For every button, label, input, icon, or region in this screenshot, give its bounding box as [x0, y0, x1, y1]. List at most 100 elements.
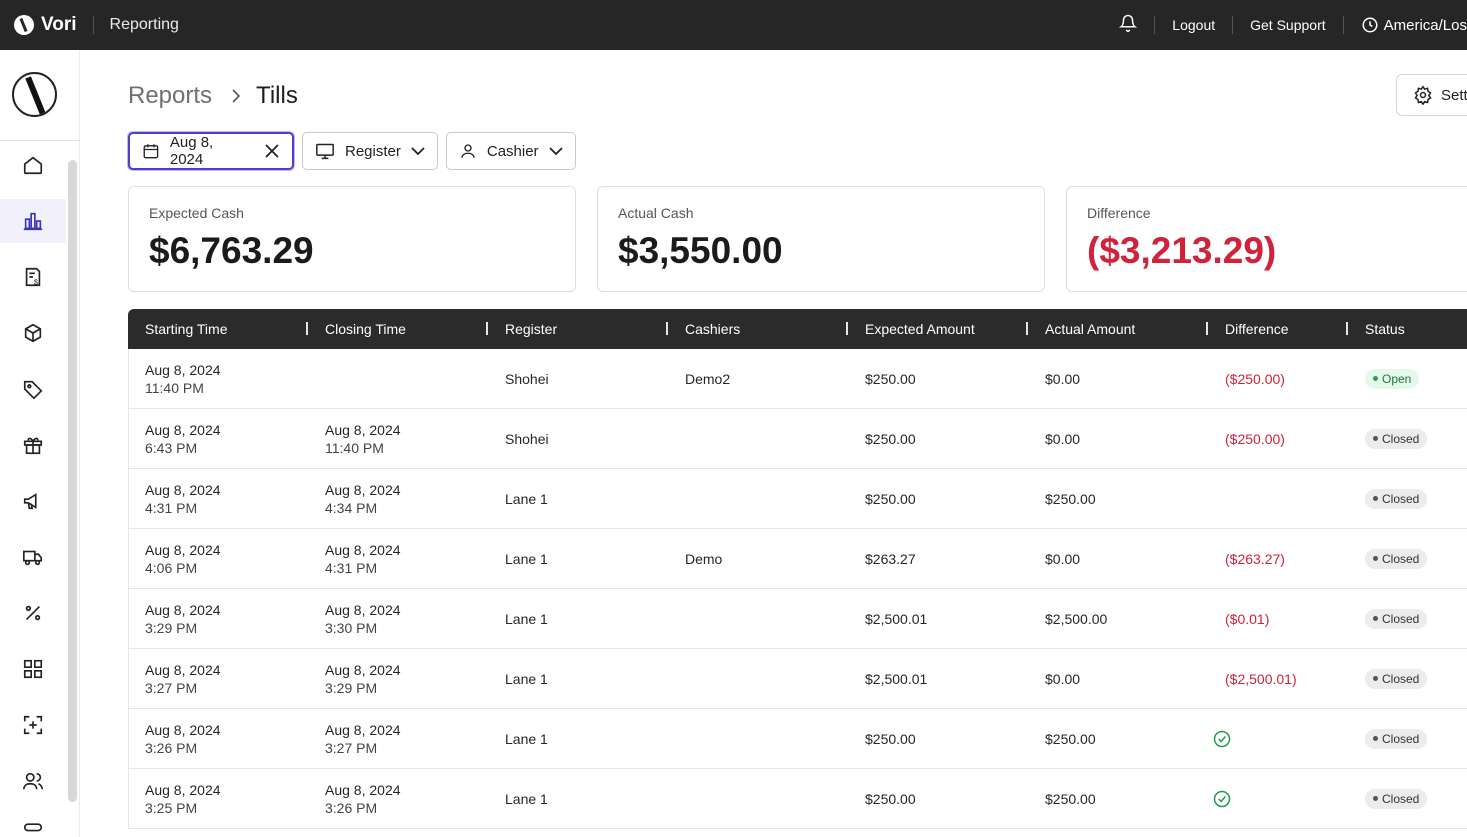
header-starting-time[interactable]: Starting Time: [128, 309, 308, 349]
start-date: Aug 8, 2024: [145, 542, 309, 558]
header-expected-amount[interactable]: Expected Amount: [848, 309, 1028, 349]
sidebar-item-products[interactable]: [0, 311, 66, 355]
sidebar-item-tags[interactable]: [0, 367, 66, 411]
sidebar-item-invoices[interactable]: $: [0, 255, 66, 299]
status-label: Closed: [1382, 612, 1419, 626]
cell-expected-amount: $250.00: [849, 709, 1029, 769]
status-label: Closed: [1382, 792, 1419, 806]
actual-amount-value: $250.00: [1045, 791, 1096, 807]
expected-cash-card: Expected Cash $6,763.29: [128, 186, 576, 292]
table-row[interactable]: Aug 8, 2024 3:27 PM Aug 8, 2024 3:29 PM Lane…: [128, 649, 1467, 709]
header-difference[interactable]: Difference: [1208, 309, 1348, 349]
cashier-filter[interactable]: Cashier: [446, 132, 576, 170]
cell-expected-amount: $2,500.01: [849, 589, 1029, 649]
table-row[interactable]: Aug 8, 2024 4:06 PM Aug 8, 2024 4:31 PM Lane…: [128, 529, 1467, 589]
start-time: 3:25 PM: [145, 800, 309, 816]
sidebar-item-reporting[interactable]: [0, 199, 66, 243]
cell-cashier: Demo: [669, 529, 849, 589]
box-icon: [22, 322, 44, 344]
sidebar-item-home[interactable]: [0, 143, 66, 187]
register-filter[interactable]: Register: [302, 132, 438, 170]
timezone-selector[interactable]: America/Los: [1343, 16, 1467, 34]
table-row[interactable]: Aug 8, 2024 3:25 PM Aug 8, 2024 3:26 PM Lane…: [128, 769, 1467, 829]
sidebar-item-marketing[interactable]: [0, 479, 66, 523]
cell-difference: ($0.01): [1209, 589, 1349, 649]
gear-icon: [1413, 85, 1433, 105]
start-date: Aug 8, 2024: [145, 662, 309, 678]
card-value: ($3,213.29): [1087, 230, 1467, 272]
start-date: Aug 8, 2024: [145, 602, 309, 618]
date-filter[interactable]: Aug 8, 2024: [128, 132, 294, 170]
store-logo[interactable]: [12, 72, 57, 117]
monitor-icon: [315, 142, 335, 160]
scan-icon: [22, 714, 44, 736]
notifications-button[interactable]: [1102, 14, 1154, 37]
cell-actual-amount: $0.00: [1029, 349, 1209, 409]
actual-amount-value: $0.00: [1045, 551, 1080, 567]
cell-register: Lane 1: [489, 589, 669, 649]
status-badge: Closed: [1365, 549, 1427, 569]
close-date: Aug 8, 2024: [325, 482, 489, 498]
cell-actual-amount: $2,500.00: [1029, 589, 1209, 649]
header-cashiers[interactable]: Cashiers: [668, 309, 848, 349]
calendar-icon: [142, 142, 160, 160]
get-support-link[interactable]: Get Support: [1232, 16, 1343, 34]
sidebar-item-more[interactable]: [0, 815, 66, 837]
status-badge: Closed: [1365, 669, 1427, 689]
chevron-down-icon: [411, 146, 425, 156]
close-icon[interactable]: [264, 143, 280, 159]
settings-button[interactable]: Sett: [1396, 74, 1467, 116]
sidebar-item-apps[interactable]: [0, 647, 66, 691]
status-dot: [1373, 796, 1378, 801]
breadcrumb-reports-link[interactable]: Reports: [128, 82, 212, 110]
cell-register: Shohei: [489, 349, 669, 409]
grid-icon: [22, 658, 44, 680]
table-row[interactable]: Aug 8, 2024 4:31 PM Aug 8, 2024 4:34 PM Lane…: [128, 469, 1467, 529]
toggle-icon: [22, 815, 44, 837]
chevron-right-icon: [230, 82, 242, 110]
cell-expected-amount: $2,500.01: [849, 649, 1029, 709]
status-dot: [1373, 436, 1378, 441]
cell-register: Shohei: [489, 409, 669, 469]
cell-expected-amount: $250.00: [849, 349, 1029, 409]
close-date: Aug 8, 2024: [325, 662, 489, 678]
status-badge: Closed: [1365, 429, 1427, 449]
sidebar-item-discounts[interactable]: [0, 591, 66, 635]
status-label: Closed: [1382, 732, 1419, 746]
table-row[interactable]: Aug 8, 2024 6:43 PM Aug 8, 2024 11:40 PM Sho…: [128, 409, 1467, 469]
cell-status: Open: [1349, 349, 1467, 409]
header-register[interactable]: Register: [488, 309, 668, 349]
table-row[interactable]: Aug 8, 2024 3:26 PM Aug 8, 2024 3:27 PM Lane…: [128, 709, 1467, 769]
chevron-down-icon: [549, 146, 563, 156]
cell-starting-time: Aug 8, 2024 11:40 PM: [129, 349, 309, 409]
cell-expected-amount: $250.00: [849, 469, 1029, 529]
table-row[interactable]: Aug 8, 2024 11:40 PM Shohei Demo2 $250.00 $0.…: [128, 349, 1467, 409]
sidebar-item-deliveries[interactable]: [0, 535, 66, 579]
cell-starting-time: Aug 8, 2024 3:29 PM: [129, 589, 309, 649]
status-label: Closed: [1382, 432, 1419, 446]
cell-cashier: [669, 469, 849, 529]
start-date: Aug 8, 2024: [145, 422, 309, 438]
invoice-icon: $: [22, 266, 44, 288]
svg-text:$: $: [34, 277, 38, 286]
sidebar-scrollbar[interactable]: [68, 160, 77, 802]
sidebar-item-scan[interactable]: [0, 703, 66, 747]
cell-status: Closed: [1349, 649, 1467, 709]
cell-cashier: Demo2: [669, 349, 849, 409]
cell-closing-time: [309, 349, 489, 409]
header-actual-amount[interactable]: Actual Amount: [1028, 309, 1208, 349]
cell-difference: [1209, 769, 1349, 829]
header-closing-time[interactable]: Closing Time: [308, 309, 488, 349]
close-date: Aug 8, 2024: [325, 422, 489, 438]
cell-closing-time: Aug 8, 2024 4:31 PM: [309, 529, 489, 589]
logout-link[interactable]: Logout: [1154, 16, 1232, 34]
status-label: Closed: [1382, 552, 1419, 566]
summary-cards: Expected Cash $6,763.29 Actual Cash $3,5…: [128, 186, 1467, 292]
sidebar-item-gifts[interactable]: [0, 423, 66, 467]
sidebar-item-users[interactable]: [0, 759, 66, 803]
cell-status: Closed: [1349, 589, 1467, 649]
brand[interactable]: Vori: [14, 14, 77, 36]
header-status[interactable]: Status: [1348, 309, 1467, 349]
cashier-filter-label: Cashier: [487, 143, 539, 160]
table-row[interactable]: Aug 8, 2024 3:29 PM Aug 8, 2024 3:30 PM Lane…: [128, 589, 1467, 649]
